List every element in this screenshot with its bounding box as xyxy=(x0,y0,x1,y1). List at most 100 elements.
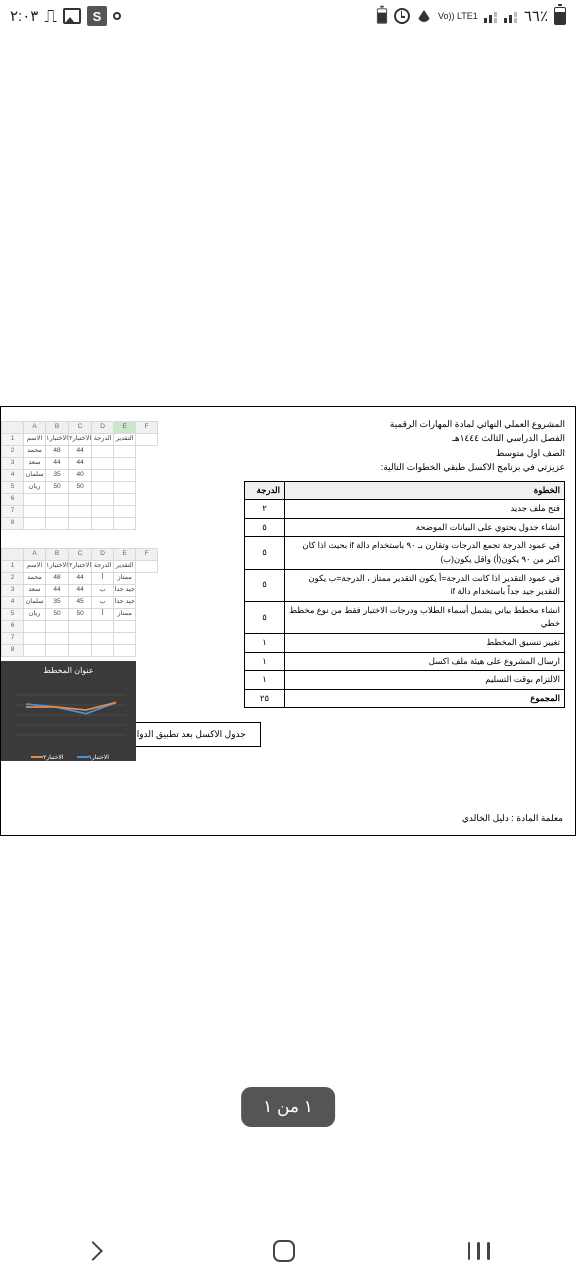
cell: 45 xyxy=(69,597,92,609)
table-row: في عمود الدرجة تجمع الدرجات وتقارن بـ ٩٠… xyxy=(245,537,565,569)
step-cell: في عمود التقدير اذا كانت الدرجة=أ يكون ا… xyxy=(285,569,565,601)
usb-icon: ⎍ xyxy=(44,6,57,27)
degree-cell: ٥ xyxy=(245,518,285,537)
steps-table: الخطوة الدرجة فتح ملف جديد٢انشاء جدول يح… xyxy=(244,481,565,709)
table-row: المجموع٢٥ xyxy=(245,689,565,708)
chart-svg xyxy=(6,680,131,750)
cell: 44 xyxy=(46,585,69,597)
chart-title: عنوان المخطط xyxy=(5,665,132,678)
cell: ريان xyxy=(24,609,46,621)
step-cell: في عمود الدرجة تجمع الدرجات وتقارن بـ ٩٠… xyxy=(285,537,565,569)
table-row: الالتزام بوقت التسليم١ xyxy=(245,671,565,690)
cell: التقدير xyxy=(114,561,136,573)
status-right: S ⎍ ٢:٠٣ xyxy=(10,6,121,27)
wifi-icon xyxy=(416,10,432,22)
degree-cell: ٢ xyxy=(245,500,285,519)
col-header: A xyxy=(24,422,46,434)
cell: 50 xyxy=(69,482,92,494)
sheet1: ABCDEF1الاسمالاختبار١الاختبار٢الدرجةالتق… xyxy=(1,421,158,530)
step-cell: تغيير تنسيق المخطط xyxy=(285,633,565,652)
degree-cell: ١ xyxy=(245,652,285,671)
sheet2: ABCDEF1الاسمالاختبار١الاختبار٢الدرجةالتق… xyxy=(1,548,158,657)
cell: 50 xyxy=(46,482,69,494)
cell xyxy=(92,482,114,494)
cell: الاختبار٢ xyxy=(69,434,92,446)
step-cell: انشاء جدول يحتوي على البيانات الموضحة xyxy=(285,518,565,537)
col-header: F xyxy=(136,549,158,561)
col-header: A xyxy=(24,549,46,561)
cell: 48 xyxy=(46,573,69,585)
table-row: تغيير تنسيق المخطط١ xyxy=(245,633,565,652)
cell: 40 xyxy=(69,470,92,482)
cell xyxy=(114,458,136,470)
navigation-bar xyxy=(0,1222,576,1280)
clock-time: ٢:٠٣ xyxy=(10,7,38,25)
col-header: B xyxy=(46,422,69,434)
cell: أ xyxy=(92,609,114,621)
back-button[interactable] xyxy=(83,1241,103,1261)
cell xyxy=(114,446,136,458)
excel-preview: ABCDEF1الاسمالاختبار١الاختبار٢الدرجةالتق… xyxy=(1,421,196,761)
row-header: 1 xyxy=(2,561,24,573)
teacher-name: معلمة المادة : دليل الخالدي xyxy=(462,811,563,825)
row-header: 3 xyxy=(2,585,24,597)
step-cell: انشاء مخطط بياني يشمل أسماء الطلاب ودرجا… xyxy=(285,601,565,633)
dot-icon xyxy=(113,12,121,20)
step-cell: ارسال المشروع على هيئة ملف اكسل xyxy=(285,652,565,671)
row-header: 4 xyxy=(2,470,24,482)
cell: التقدير xyxy=(114,434,136,446)
row-header: 6 xyxy=(2,621,24,633)
degree-cell: ١ xyxy=(245,671,285,690)
step-cell: الالتزام بوقت التسليم xyxy=(285,671,565,690)
cell: 44 xyxy=(46,458,69,470)
cell xyxy=(92,470,114,482)
degree-cell: ٢٥ xyxy=(245,689,285,708)
cell: أ xyxy=(92,573,114,585)
row-header: 1 xyxy=(2,434,24,446)
row-header: 7 xyxy=(2,506,24,518)
degree-cell: ٥ xyxy=(245,569,285,601)
cell: ممتاز xyxy=(114,573,136,585)
row-header: 4 xyxy=(2,597,24,609)
step-cell: فتح ملف جديد xyxy=(285,500,565,519)
battery-icon xyxy=(554,7,566,25)
degree-cell: ٥ xyxy=(245,537,285,569)
status-left: ٪٦٦ Vo)) LTE1 xyxy=(376,7,566,25)
cell: 50 xyxy=(69,609,92,621)
col-header: E xyxy=(114,422,136,434)
cell: سعد xyxy=(24,458,46,470)
table-row: ارسال المشروع على هيئة ملف اكسل١ xyxy=(245,652,565,671)
row-header: 6 xyxy=(2,494,24,506)
cell: الاختبار١ xyxy=(46,561,69,573)
status-bar: ٪٦٦ Vo)) LTE1 S ⎍ ٢:٠٣ xyxy=(0,0,576,32)
cell: ب xyxy=(92,585,114,597)
cell: جيد جدا xyxy=(114,585,136,597)
page-indicator: ١ من ١ xyxy=(241,1087,335,1127)
cell: الاسم xyxy=(24,434,46,446)
degree-cell: ٥ xyxy=(245,601,285,633)
cell: 35 xyxy=(46,597,69,609)
signal2-icon xyxy=(484,9,498,23)
cell: ريان xyxy=(24,482,46,494)
cell xyxy=(92,446,114,458)
cell: 48 xyxy=(46,446,69,458)
document-viewer[interactable]: المشروع العملي النهائي لمادة المهارات ال… xyxy=(0,34,576,1222)
recents-button[interactable] xyxy=(468,1242,490,1260)
chart-legend: الاختبار٢ الاختبار١ xyxy=(5,754,132,764)
cell: سعد xyxy=(24,585,46,597)
row-header: 7 xyxy=(2,633,24,645)
cell: 44 xyxy=(69,573,92,585)
table-row: فتح ملف جديد٢ xyxy=(245,500,565,519)
degree-cell: ١ xyxy=(245,633,285,652)
cell: ب xyxy=(92,597,114,609)
home-button[interactable] xyxy=(273,1240,295,1262)
cell: الاختبار١ xyxy=(46,434,69,446)
row-header: 2 xyxy=(2,573,24,585)
cell: سلمان xyxy=(24,597,46,609)
table-row: في عمود التقدير اذا كانت الدرجة=أ يكون ا… xyxy=(245,569,565,601)
th-step: الخطوة xyxy=(285,481,565,500)
legend-1: الاختبار١ xyxy=(74,754,109,764)
col-header: C xyxy=(69,549,92,561)
row-header: 3 xyxy=(2,458,24,470)
legend-2: الاختبار٢ xyxy=(28,754,63,764)
